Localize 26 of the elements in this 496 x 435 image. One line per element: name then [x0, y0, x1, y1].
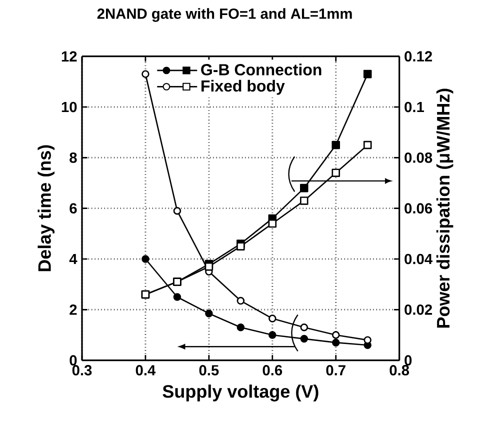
x-tick-label: 0.4	[136, 365, 156, 376]
y2-tick-label: 0.02	[404, 304, 432, 315]
y-tick-label: 4	[69, 254, 78, 264]
y-tick-label: 12	[62, 51, 77, 62]
chart-title: 2NAND gate with FO=1 and AL=1mm	[97, 8, 352, 22]
y2-tick-label: 0.06	[404, 203, 432, 214]
x-tick-label: 0.3	[72, 365, 92, 376]
y2-axis-title: Power dissipation (μW/MHz)	[436, 88, 454, 328]
y2-tick-label: 0	[404, 355, 412, 366]
y2-tick-label: 0.12	[404, 51, 432, 62]
y-tick-label: 0	[70, 355, 77, 366]
y-axis-title: Delay time (ns)	[38, 145, 54, 272]
y-tick-label: 10	[62, 102, 77, 112]
y2-tick-label: 0.08	[404, 152, 432, 163]
x-tick-label: 0.8	[390, 365, 410, 376]
x-tick-label: 0.6	[262, 365, 282, 376]
legend-label: G-B Connection	[201, 64, 322, 76]
y2-tick-label: 0.1	[404, 102, 424, 112]
y-tick-label: 8	[70, 152, 77, 163]
y-tick-label: 6	[70, 203, 77, 214]
x-tick-label: 0.7	[326, 365, 346, 376]
x-tick-label: 0.5	[199, 365, 219, 376]
y2-tick-label: 0.04	[404, 254, 432, 264]
y-tick-label: 2	[70, 304, 77, 315]
x-axis-title: Supply voltage (V)	[162, 384, 318, 402]
legend-label: Fixed body	[202, 80, 285, 95]
